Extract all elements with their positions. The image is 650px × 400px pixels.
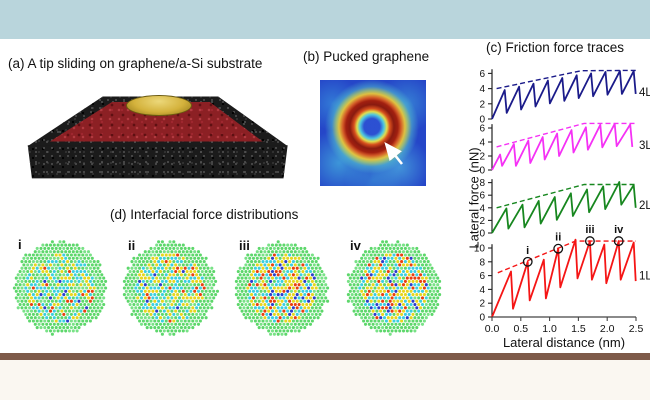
svg-text:ii: ii <box>555 232 561 244</box>
svg-text:4: 4 <box>479 84 485 95</box>
panel-c-title: (c) Friction force traces <box>486 40 625 55</box>
bottom-margin-area <box>0 360 650 400</box>
svg-text:4L: 4L <box>639 87 650 99</box>
svg-text:1.0: 1.0 <box>542 323 557 335</box>
svg-text:iv: iv <box>614 224 624 236</box>
panel-a-3d-render <box>18 90 296 182</box>
force-distribution-disk-ii <box>122 240 220 336</box>
substrate-front-face <box>27 145 288 179</box>
svg-text:8: 8 <box>479 257 485 268</box>
pucker-arrow-icon <box>384 141 404 165</box>
disk-label-iv: iv <box>350 238 361 253</box>
disk-label-ii: ii <box>128 238 136 253</box>
svg-text:4: 4 <box>479 285 485 296</box>
disk-label-i: i <box>18 237 22 252</box>
svg-text:iii: iii <box>585 224 594 236</box>
svg-text:2: 2 <box>479 299 485 310</box>
svg-text:i: i <box>526 245 529 257</box>
svg-text:2: 2 <box>479 152 485 163</box>
svg-text:6: 6 <box>479 191 485 202</box>
svg-text:0.0: 0.0 <box>485 323 500 335</box>
svg-text:10: 10 <box>474 244 486 255</box>
svg-text:Lateral distance (nm): Lateral distance (nm) <box>503 335 625 350</box>
sliding-tip <box>126 95 192 116</box>
panel-d-title: (d) Interfacial force distributions <box>110 207 299 222</box>
svg-text:1L: 1L <box>639 271 650 283</box>
svg-text:2L: 2L <box>639 200 650 212</box>
svg-text:6: 6 <box>479 69 485 80</box>
pucker-afm-image <box>320 80 426 186</box>
disk-label-iii: iii <box>239 238 250 253</box>
force-distribution-disk-iv <box>346 240 442 336</box>
svg-text:4: 4 <box>479 138 485 149</box>
svg-text:6: 6 <box>479 124 485 135</box>
svg-text:2: 2 <box>479 99 485 110</box>
svg-text:3L: 3L <box>639 140 650 152</box>
svg-text:2.0: 2.0 <box>600 323 615 335</box>
bottom-divider-bar <box>0 353 650 360</box>
force-distribution-disk-iii <box>234 240 330 336</box>
svg-text:2.5: 2.5 <box>629 323 644 335</box>
svg-text:6: 6 <box>479 271 485 282</box>
panel-b-label: (b) Pucked graphene <box>303 49 430 64</box>
svg-text:0.5: 0.5 <box>513 323 528 335</box>
force-distribution-disk-i <box>12 240 108 336</box>
svg-text:1.5: 1.5 <box>571 323 586 335</box>
svg-text:0: 0 <box>479 229 485 240</box>
svg-text:0: 0 <box>479 115 485 126</box>
top-band <box>0 0 650 39</box>
svg-text:4: 4 <box>479 203 485 214</box>
svg-text:2: 2 <box>479 216 485 227</box>
svg-text:0: 0 <box>479 313 485 324</box>
panel-a-label: (a) A tip sliding on graphene/a-Si subst… <box>8 56 263 71</box>
svg-text:0: 0 <box>479 166 485 177</box>
svg-text:8: 8 <box>479 178 485 189</box>
